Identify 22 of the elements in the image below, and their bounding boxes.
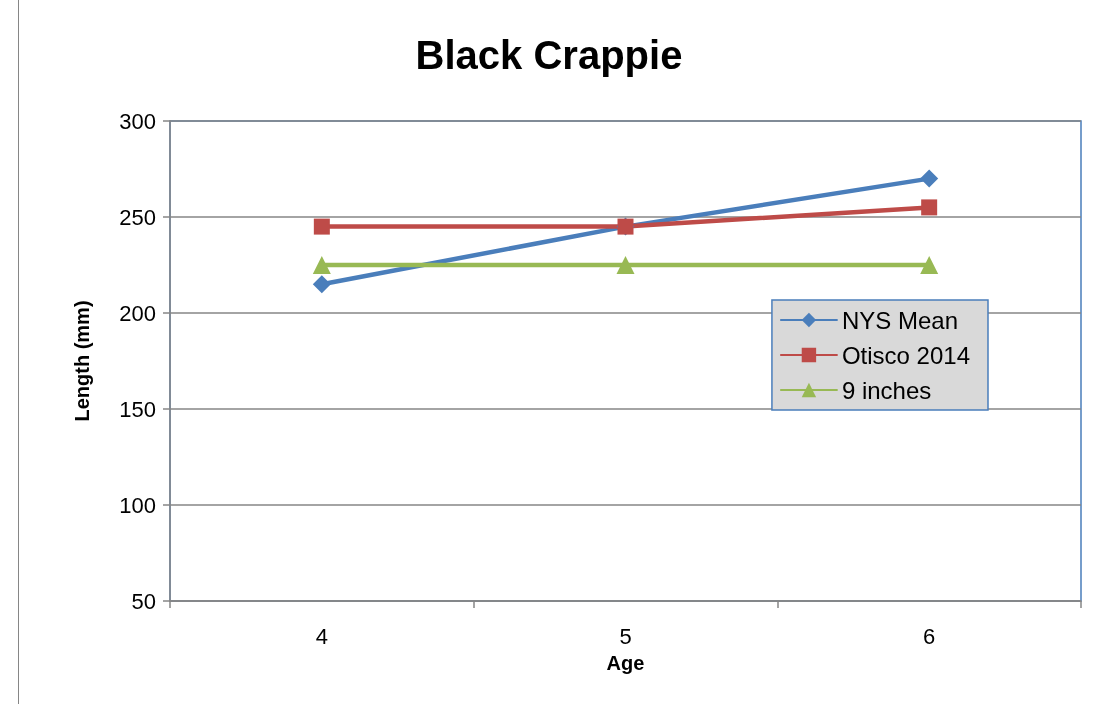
legend-label: Otisco 2014 — [841, 341, 970, 369]
x-tick-label: 4 — [315, 623, 328, 649]
y-tick-label: 150 — [119, 396, 156, 422]
chart-title: Black Crappie — [415, 33, 683, 77]
legend-label: 9 inches — [841, 376, 932, 404]
point — [312, 256, 331, 274]
point — [313, 218, 330, 235]
y-tick-label: 50 — [131, 588, 156, 614]
point — [616, 256, 635, 274]
point — [921, 199, 938, 216]
x-tick-label: 5 — [619, 623, 632, 649]
y-tick-label: 200 — [119, 300, 156, 326]
point — [920, 169, 939, 188]
x-axis-title: Age — [606, 652, 645, 674]
x-tick-label: 6 — [923, 623, 936, 649]
point — [920, 256, 939, 274]
y-tick-label: 100 — [119, 492, 156, 518]
y-axis-title: Length (mm) — [71, 300, 93, 422]
y-tick-label: 250 — [119, 204, 156, 230]
point — [312, 275, 331, 294]
legend-label: NYS Mean — [841, 306, 958, 334]
y-tick-label: 300 — [119, 108, 156, 134]
